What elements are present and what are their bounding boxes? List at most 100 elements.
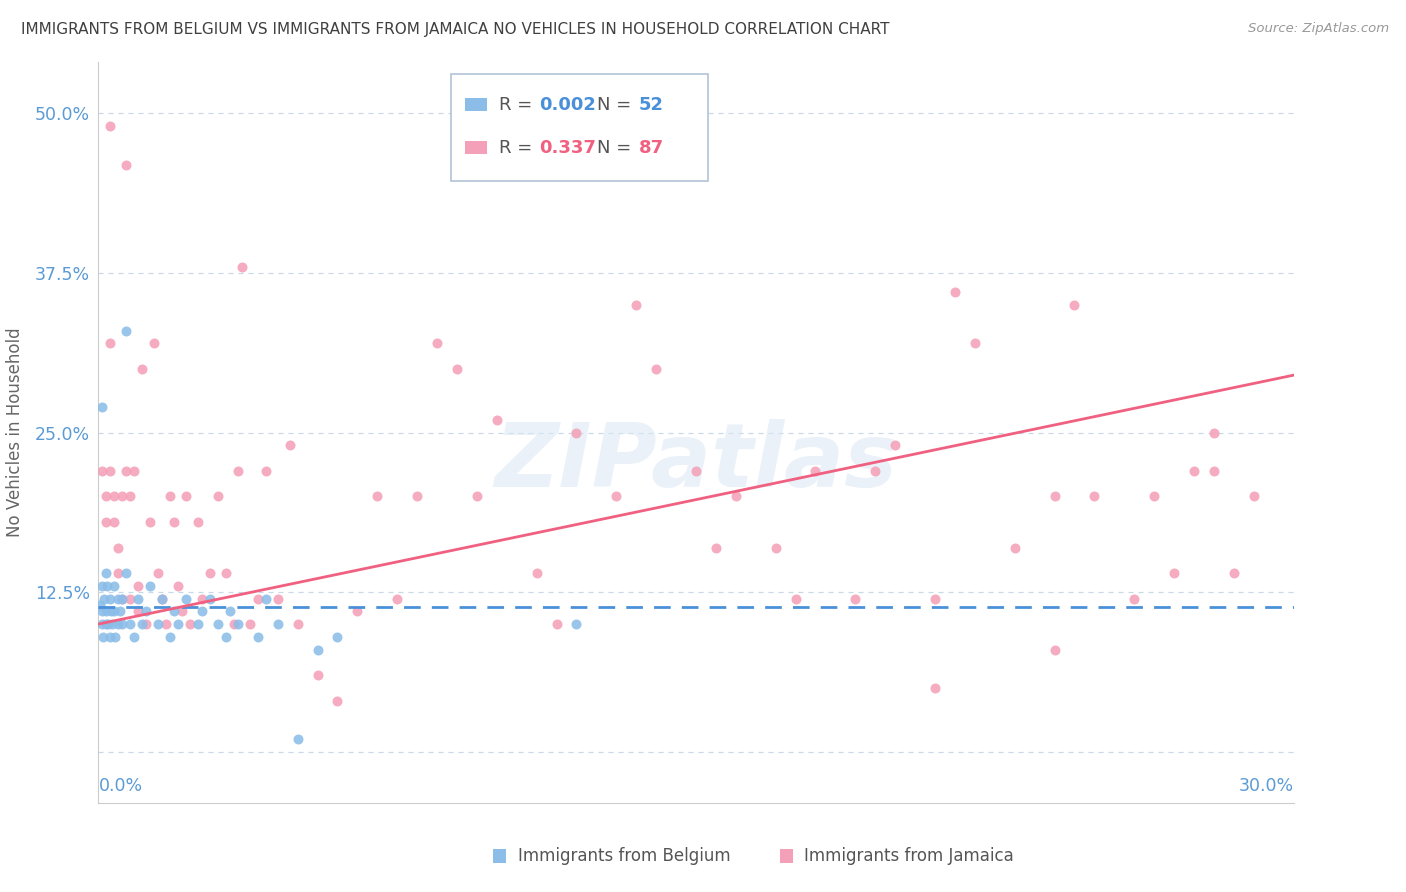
- Point: [115, 324, 138, 338]
- Point: [172, 604, 194, 618]
- Point: [111, 591, 134, 606]
- Point: [148, 617, 170, 632]
- Point: [91, 464, 114, 478]
- Point: [1243, 490, 1265, 504]
- Point: [96, 579, 118, 593]
- Text: 30.0%: 30.0%: [1239, 777, 1294, 795]
- Point: [346, 604, 368, 618]
- Point: [215, 630, 238, 644]
- Point: [198, 566, 221, 580]
- Point: [326, 630, 349, 644]
- Point: [167, 617, 190, 632]
- Point: [366, 490, 388, 504]
- Point: [135, 617, 157, 632]
- Point: [1223, 566, 1246, 580]
- Point: [307, 642, 329, 657]
- Point: [226, 617, 249, 632]
- Point: [804, 464, 827, 478]
- Point: [526, 566, 548, 580]
- Point: [124, 630, 146, 644]
- Point: [191, 604, 214, 618]
- Point: [645, 361, 668, 376]
- Point: [446, 361, 468, 376]
- Point: [267, 591, 290, 606]
- Point: [97, 617, 120, 632]
- Point: [107, 566, 129, 580]
- Point: [174, 591, 197, 606]
- Point: [231, 260, 253, 274]
- Bar: [465, 141, 486, 154]
- Point: [1043, 642, 1066, 657]
- Point: [1004, 541, 1026, 555]
- Point: [163, 604, 186, 618]
- Point: [120, 617, 142, 632]
- Point: [924, 591, 946, 606]
- Point: [724, 490, 747, 504]
- Point: [115, 566, 138, 580]
- Point: [187, 617, 209, 632]
- Point: [1202, 464, 1225, 478]
- Point: [96, 515, 118, 529]
- Point: [215, 566, 238, 580]
- Text: IMMIGRANTS FROM BELGIUM VS IMMIGRANTS FROM JAMAICA NO VEHICLES IN HOUSEHOLD CORR: IMMIGRANTS FROM BELGIUM VS IMMIGRANTS FR…: [21, 22, 890, 37]
- Point: [150, 591, 173, 606]
- Point: [546, 617, 568, 632]
- Point: [98, 591, 122, 606]
- Point: [174, 490, 197, 504]
- Point: [219, 604, 242, 618]
- Text: R =: R =: [499, 95, 537, 113]
- Point: [167, 579, 190, 593]
- Bar: [494, 849, 506, 863]
- FancyBboxPatch shape: [451, 73, 709, 181]
- Point: [485, 413, 508, 427]
- Point: [246, 591, 269, 606]
- Point: [1083, 490, 1105, 504]
- Point: [267, 617, 290, 632]
- Point: [135, 604, 157, 618]
- Point: [111, 490, 134, 504]
- Bar: [465, 98, 486, 112]
- Point: [287, 731, 309, 746]
- Point: [115, 464, 138, 478]
- Point: [179, 617, 201, 632]
- Point: [1163, 566, 1185, 580]
- Point: [107, 541, 129, 555]
- Point: [943, 285, 966, 300]
- Point: [704, 541, 727, 555]
- Point: [139, 515, 162, 529]
- Point: [226, 464, 249, 478]
- Bar: [779, 849, 793, 863]
- Point: [100, 604, 122, 618]
- Point: [103, 515, 125, 529]
- Point: [278, 438, 301, 452]
- Point: [103, 604, 125, 618]
- Text: ZIPatlas: ZIPatlas: [495, 418, 897, 506]
- Point: [239, 617, 262, 632]
- Point: [115, 157, 138, 171]
- Point: [1143, 490, 1166, 504]
- Point: [127, 604, 149, 618]
- Point: [565, 617, 588, 632]
- Point: [1043, 490, 1066, 504]
- Point: [91, 400, 114, 414]
- Point: [159, 490, 181, 504]
- Point: [131, 617, 153, 632]
- Point: [191, 591, 214, 606]
- Point: [246, 630, 269, 644]
- Point: [307, 668, 329, 682]
- Text: 87: 87: [638, 138, 664, 157]
- Point: [111, 591, 134, 606]
- Point: [96, 566, 118, 580]
- Point: [91, 630, 114, 644]
- Point: [91, 579, 114, 593]
- Point: [924, 681, 946, 695]
- Point: [1182, 464, 1205, 478]
- Point: [626, 298, 648, 312]
- Point: [98, 464, 122, 478]
- Point: [1202, 425, 1225, 440]
- Point: [94, 617, 117, 632]
- Point: [139, 579, 162, 593]
- Point: [963, 336, 986, 351]
- Point: [93, 591, 115, 606]
- Point: [187, 515, 209, 529]
